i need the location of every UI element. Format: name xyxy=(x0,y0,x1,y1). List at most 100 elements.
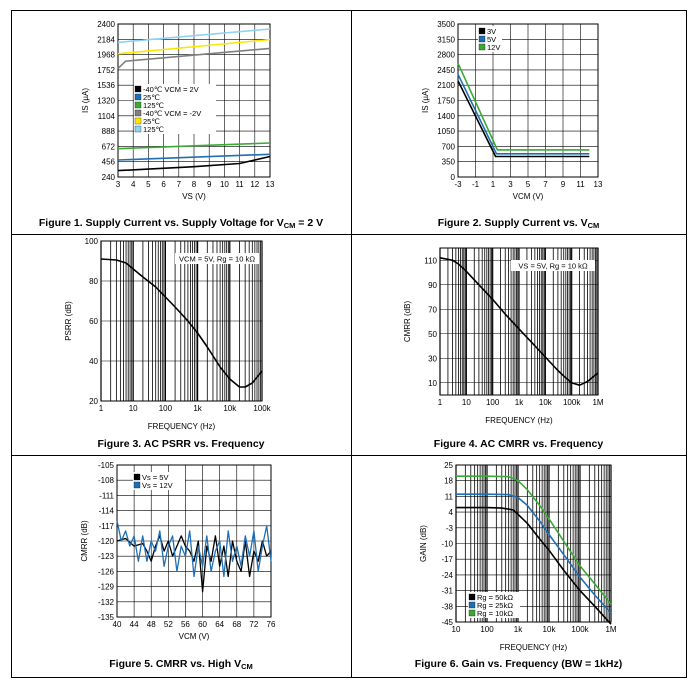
y-axis-title: IS (µA) xyxy=(81,88,90,113)
x-tick-label: 40 xyxy=(113,620,122,629)
chart-fig4: 1 10 100 1k 10k 100k 1M1030507090110FREQUENCY … xyxy=(403,247,604,425)
legend-label: 3V xyxy=(487,27,496,36)
y-axis-title: CMRR (dB) xyxy=(80,520,89,562)
y-tick-label: -108 xyxy=(98,476,115,485)
y-tick-label: -126 xyxy=(98,567,115,576)
x-tick-label: 1M xyxy=(592,398,603,407)
legend-label: Rg = 50kΩ xyxy=(477,593,513,602)
figure-1-caption: Figure 1. Supply Current vs. Supply Volt… xyxy=(38,217,324,230)
legend-label: 5V xyxy=(487,35,496,44)
series-line-0 xyxy=(117,155,271,172)
y-tick-label: 1968 xyxy=(97,51,115,60)
legend-swatch xyxy=(134,101,142,109)
y-tick-label: 3500 xyxy=(437,20,455,29)
y-tick-label: 350 xyxy=(442,158,456,167)
grid-line xyxy=(351,10,352,678)
x-tick-label: 13 xyxy=(266,180,275,189)
y-tick-label: 888 xyxy=(102,127,116,136)
x-tick-label: 64 xyxy=(215,620,224,629)
legend-label: Vs = 12V xyxy=(142,481,173,490)
x-tick-label: 3 xyxy=(116,180,121,189)
grid-line xyxy=(11,10,687,11)
legend-label: Rg = 25kΩ xyxy=(477,601,513,610)
x-axis-title: VCM (V) xyxy=(513,192,544,201)
series-line-0 xyxy=(456,506,612,625)
y-tick-label: 2100 xyxy=(437,81,455,90)
x-tick-label: 1k xyxy=(514,625,523,634)
y-tick-label: 1320 xyxy=(97,97,115,106)
y-tick-label: 700 xyxy=(442,142,456,151)
x-tick-label: 7 xyxy=(177,180,182,189)
y-tick-label: 456 xyxy=(102,158,116,167)
x-axis-title: VCM (V) xyxy=(179,632,210,641)
x-tick-label: 1 xyxy=(99,404,104,413)
legend-swatch xyxy=(134,93,142,101)
x-tick-label: 56 xyxy=(181,620,190,629)
x-tick-label: 5 xyxy=(526,180,531,189)
x-tick-label: 10 xyxy=(220,180,229,189)
y-tick-label: -10 xyxy=(441,540,453,549)
x-tick-label: 9 xyxy=(207,180,212,189)
chart-fig2: -3 -1 1 3 5 7 9 11 13035070010501400175021002450… xyxy=(421,20,603,201)
y-tick-label: 2400 xyxy=(97,20,115,29)
y-tick-label: -114 xyxy=(99,507,115,516)
x-tick-label: 1k xyxy=(515,398,524,407)
figure-3-caption: Figure 3. AC PSRR vs. Frequency xyxy=(97,438,265,450)
legend-swatch xyxy=(478,43,486,51)
grid-line xyxy=(686,10,687,678)
legend-label: -40℃ VCM = 2V xyxy=(143,85,199,94)
x-tick-label: 100 xyxy=(159,404,173,413)
x-tick-label: 1 xyxy=(491,180,496,189)
series-line-0 xyxy=(100,258,263,388)
figure-2-caption: Figure 2. Supply Current vs. VCM xyxy=(437,217,600,230)
x-tick-label: 13 xyxy=(594,180,603,189)
legend-box xyxy=(133,472,185,490)
y-tick-label: 10 xyxy=(428,379,437,388)
series-line-5 xyxy=(117,28,271,44)
x-axis-title: FREQUENCY (Hz) xyxy=(148,422,216,431)
y-tick-label: -120 xyxy=(98,537,115,546)
y-tick-label: 2184 xyxy=(97,35,115,44)
y-tick-label: -117 xyxy=(99,522,115,531)
x-tick-label: 11 xyxy=(235,180,244,189)
x-tick-label: 7 xyxy=(543,180,548,189)
x-tick-label: 9 xyxy=(561,180,566,189)
x-tick-label: 76 xyxy=(267,620,276,629)
y-tick-label: 40 xyxy=(89,357,98,366)
series-line-1 xyxy=(456,493,612,614)
series-line-2 xyxy=(117,142,271,150)
legend-swatch xyxy=(468,593,476,601)
series-line-2 xyxy=(456,475,612,605)
grid-line xyxy=(11,10,12,678)
y-tick-label: 0 xyxy=(451,173,456,182)
legend-label: 25℃ xyxy=(143,93,160,102)
x-tick-label: 52 xyxy=(164,620,173,629)
chart-fig5: 40 44 48 52 56 60 64 68 72 76 -105 -108 -111 -114 -117… xyxy=(80,461,276,641)
x-tick-label: 68 xyxy=(232,620,241,629)
y-tick-label: -3 xyxy=(446,524,454,533)
y-tick-label: 110 xyxy=(424,256,437,265)
y-tick-label: 1104 xyxy=(98,112,116,121)
y-tick-label: 90 xyxy=(428,281,437,290)
grid-line xyxy=(11,455,687,456)
x-tick-label: 12 xyxy=(250,180,259,189)
figure-4-caption: Figure 4. AC CMRR vs. Frequency xyxy=(433,438,604,450)
series-line-1 xyxy=(116,520,272,578)
x-tick-label: 10 xyxy=(452,625,461,634)
y-tick-label: 70 xyxy=(428,305,437,314)
x-tick-label: 72 xyxy=(249,620,258,629)
x-axis-title: FREQUENCY (Hz) xyxy=(500,643,568,652)
series-line-0 xyxy=(457,80,590,158)
x-tick-label: 100k xyxy=(571,625,589,634)
legend-swatch xyxy=(478,35,486,43)
y-tick-label: 672 xyxy=(102,142,116,151)
x-tick-label: 5 xyxy=(146,180,151,189)
y-tick-label: 18 xyxy=(444,477,453,486)
x-tick-label: 1 xyxy=(438,398,443,407)
series-line-1 xyxy=(117,153,271,161)
legend-label: 125℃ xyxy=(143,101,165,110)
y-tick-label: -105 xyxy=(98,461,115,470)
y-tick-label: 80 xyxy=(89,277,98,286)
legend-label: -40℃ VCM = -2V xyxy=(143,109,201,118)
